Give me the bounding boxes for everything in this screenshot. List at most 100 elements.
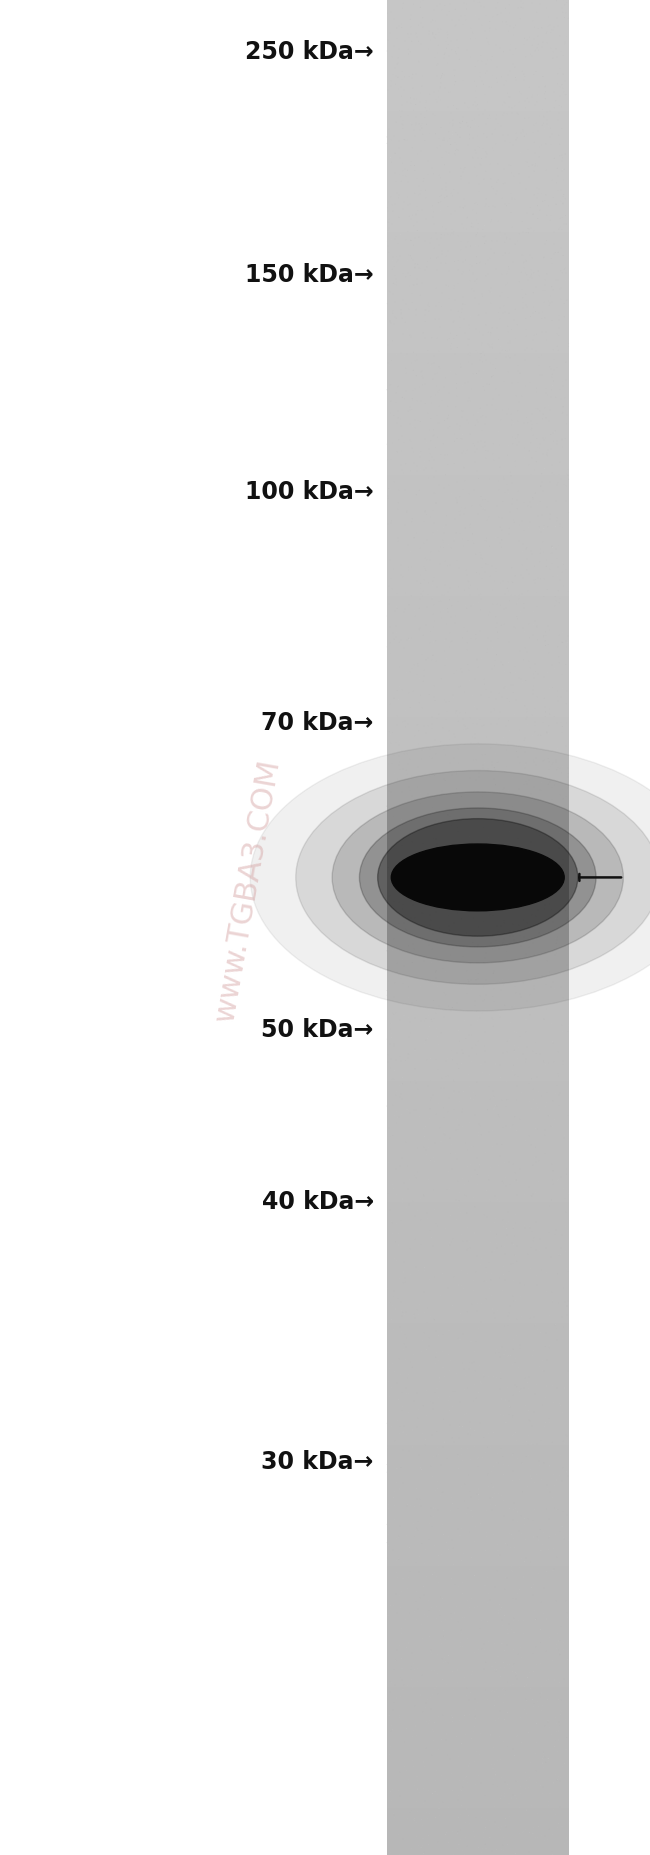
Point <box>504 276 515 306</box>
Point <box>393 764 403 794</box>
Point <box>478 221 488 250</box>
Point <box>547 532 558 562</box>
Point <box>411 83 422 113</box>
Point <box>470 1770 480 1799</box>
Point <box>505 326 515 356</box>
Point <box>452 1104 462 1133</box>
Point <box>450 1434 461 1464</box>
Point <box>558 1211 568 1241</box>
Point <box>514 940 525 970</box>
Point <box>528 848 539 877</box>
Point <box>394 1410 404 1439</box>
Point <box>506 1352 516 1382</box>
Point <box>436 1447 447 1477</box>
Point <box>481 1749 491 1779</box>
Point <box>484 1482 494 1512</box>
Point <box>456 1048 467 1078</box>
Point <box>499 367 510 397</box>
Point <box>540 186 550 215</box>
Point <box>423 464 434 493</box>
Point <box>468 1183 478 1213</box>
Point <box>404 965 415 994</box>
Point <box>530 1823 541 1853</box>
Point <box>520 208 530 237</box>
Point <box>422 1803 433 1833</box>
Point <box>401 755 411 785</box>
Point <box>427 916 437 946</box>
Point <box>385 798 396 827</box>
Point <box>432 323 443 352</box>
Point <box>466 729 476 759</box>
Point <box>508 20 519 50</box>
Point <box>413 362 424 391</box>
Point <box>523 1115 533 1145</box>
Point <box>397 113 408 143</box>
Point <box>469 475 479 505</box>
Point <box>424 1460 434 1490</box>
Point <box>495 1193 505 1222</box>
Point <box>489 1235 500 1265</box>
Point <box>446 853 456 883</box>
Point <box>488 2 498 32</box>
Point <box>425 1146 436 1176</box>
Point <box>482 1063 493 1093</box>
Point <box>453 1452 463 1482</box>
Point <box>411 443 421 473</box>
Point <box>467 519 478 549</box>
Point <box>548 1768 558 1797</box>
Point <box>491 1091 502 1120</box>
Point <box>496 288 506 317</box>
Point <box>501 937 512 966</box>
Point <box>448 54 459 83</box>
Point <box>474 249 485 278</box>
Point <box>407 1222 417 1252</box>
Point <box>529 456 539 486</box>
Point <box>554 1206 564 1235</box>
Point <box>404 983 414 1013</box>
Point <box>443 1695 454 1725</box>
Point <box>422 525 432 555</box>
Point <box>526 642 537 672</box>
Point <box>529 940 539 970</box>
Point <box>488 959 499 989</box>
Point <box>477 1107 488 1137</box>
Point <box>508 377 518 406</box>
Point <box>438 1352 448 1382</box>
Point <box>424 1337 435 1367</box>
Point <box>523 1441 534 1471</box>
Point <box>437 1560 447 1590</box>
Point <box>508 612 519 642</box>
Point <box>457 1538 467 1567</box>
Point <box>450 286 460 315</box>
Point <box>392 948 402 978</box>
Point <box>556 0 567 22</box>
Point <box>437 775 447 805</box>
Point <box>413 1593 423 1623</box>
Point <box>459 620 469 649</box>
Point <box>502 1668 513 1697</box>
Point <box>406 1436 416 1465</box>
Point <box>557 853 567 883</box>
Point <box>538 621 549 651</box>
Point <box>486 1002 497 1031</box>
Point <box>454 1816 465 1846</box>
Point <box>455 302 465 332</box>
Point <box>533 1812 543 1842</box>
Point <box>521 119 532 148</box>
Point <box>425 508 436 538</box>
Point <box>489 1482 499 1512</box>
Point <box>421 1733 431 1762</box>
Point <box>473 56 484 85</box>
Point <box>538 1117 549 1146</box>
Point <box>526 1462 536 1491</box>
Point <box>450 339 460 369</box>
Point <box>458 65 468 95</box>
Point <box>513 330 523 360</box>
Point <box>428 202 438 232</box>
Point <box>479 670 489 699</box>
Point <box>469 67 480 96</box>
Point <box>465 1055 476 1085</box>
Point <box>519 1530 529 1560</box>
Point <box>440 460 450 490</box>
Point <box>445 1827 455 1855</box>
